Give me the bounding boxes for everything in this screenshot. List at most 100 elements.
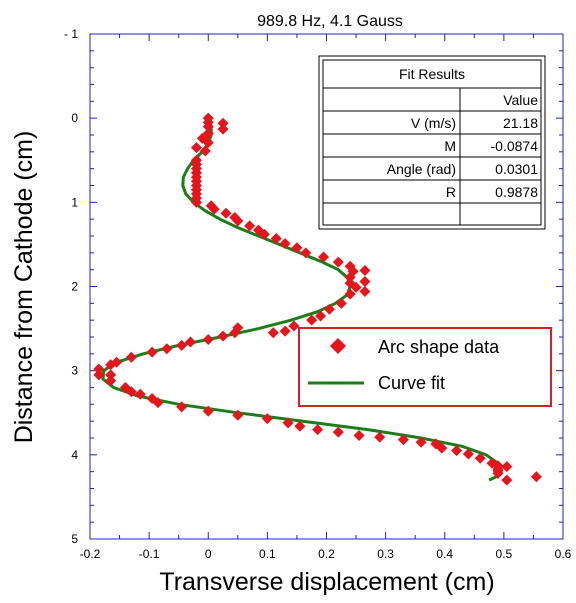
data-point <box>451 445 463 457</box>
data-point <box>202 405 214 417</box>
data-point <box>323 303 335 315</box>
data-point <box>125 386 137 398</box>
data-point <box>291 242 303 254</box>
data-point <box>217 330 229 342</box>
x-tick-label: 0.2 <box>318 547 335 561</box>
chart-title: 989.8 Hz, 4.1 Gauss <box>257 13 403 30</box>
x-tick-label: 0.1 <box>259 547 276 561</box>
data-point <box>359 286 371 298</box>
data-point <box>501 461 513 473</box>
data-point <box>105 359 117 371</box>
data-point <box>93 369 105 381</box>
data-point <box>152 397 164 409</box>
x-tick-label: -0.1 <box>139 547 160 561</box>
fit-table-label-r: R <box>446 184 456 200</box>
data-point <box>190 196 202 208</box>
data-point <box>530 471 542 483</box>
data-point <box>359 275 371 287</box>
data-point <box>318 251 330 263</box>
data-points <box>93 112 542 486</box>
data-point <box>344 271 356 283</box>
data-point <box>279 238 291 250</box>
fit-table-value-velocity: 21.18 <box>503 115 538 131</box>
data-point <box>312 424 324 436</box>
y-tick-label: - 1 <box>64 27 78 41</box>
data-point <box>244 220 256 232</box>
x-tick-label: 0.3 <box>377 547 394 561</box>
data-point <box>335 297 347 309</box>
data-point <box>199 145 211 157</box>
data-point <box>208 203 220 215</box>
data-point <box>462 448 474 460</box>
data-point <box>350 281 362 293</box>
data-point <box>261 413 273 425</box>
data-point <box>415 436 427 448</box>
fit-table-label-velocity: V (m/s) <box>411 115 456 131</box>
legend-label-fit: Curve fit <box>378 373 445 393</box>
data-point <box>374 431 386 443</box>
y-tick-label: 2 <box>71 280 78 294</box>
y-axis: - 1 0 1 2 3 4 5 <box>64 27 563 546</box>
data-point <box>202 121 214 133</box>
data-point <box>176 339 188 351</box>
fit-table-value-angle: 0.0301 <box>495 161 538 177</box>
legend: Arc shape data Curve fit <box>298 327 552 407</box>
x-tick-label: 0.5 <box>496 547 513 561</box>
data-point <box>315 310 327 322</box>
data-point <box>190 142 202 154</box>
data-point <box>185 336 197 348</box>
data-point <box>146 346 158 358</box>
y-tick-label: 3 <box>71 364 78 378</box>
y-tick-label: 5 <box>71 532 78 546</box>
data-point <box>353 429 365 441</box>
legend-diamond-marker <box>330 338 346 354</box>
data-point <box>176 401 188 413</box>
data-point <box>202 137 214 149</box>
x-tick-label: -0.2 <box>80 547 101 561</box>
data-point <box>232 215 244 227</box>
data-point <box>134 388 146 400</box>
x-tick-label: 0.4 <box>436 547 453 561</box>
data-point <box>258 228 270 240</box>
data-point <box>474 452 486 464</box>
data-point <box>161 343 173 355</box>
data-point <box>93 363 105 375</box>
data-point <box>359 265 371 277</box>
data-point <box>306 314 318 326</box>
curve-fit-line <box>101 117 503 482</box>
data-point <box>436 442 448 454</box>
data-point <box>332 426 344 438</box>
data-point <box>288 320 300 332</box>
data-point <box>270 233 282 245</box>
data-point <box>105 375 117 387</box>
data-point <box>300 247 312 259</box>
data-point <box>125 351 137 363</box>
y-tick-label: 0 <box>71 111 78 125</box>
data-point <box>344 288 356 300</box>
data-point <box>229 327 241 339</box>
data-point <box>282 417 294 429</box>
x-axis-title: Transverse displacement (cm) <box>159 568 494 596</box>
x-tick-label: 0 <box>205 547 212 561</box>
y-tick-label: 4 <box>71 448 78 462</box>
data-point <box>267 327 279 339</box>
x-tick-label: 0.6 <box>555 547 572 561</box>
data-point <box>332 256 344 268</box>
legend-label-data: Arc shape data <box>378 337 500 357</box>
data-point <box>232 409 244 421</box>
data-point <box>220 207 232 219</box>
y-tick-label: 1 <box>71 195 78 209</box>
data-point <box>492 467 504 479</box>
data-point <box>217 123 229 135</box>
fit-results-table: Fit Results Value V (m/s) 21.18 M -0.087… <box>318 55 546 230</box>
y-axis-title: Distance from Cathode (cm) <box>10 131 38 444</box>
data-point <box>294 420 306 432</box>
fit-table-title: Fit Results <box>399 66 465 82</box>
data-point <box>105 369 117 381</box>
x-axis: -0.2 -0.1 0 0.1 0.2 0.3 0.4 0.5 0.6 <box>80 34 572 561</box>
data-point <box>217 117 229 129</box>
fit-table-value-r: 0.9878 <box>495 184 538 200</box>
data-point <box>501 474 513 486</box>
fit-table-value-m: -0.0874 <box>491 138 539 154</box>
